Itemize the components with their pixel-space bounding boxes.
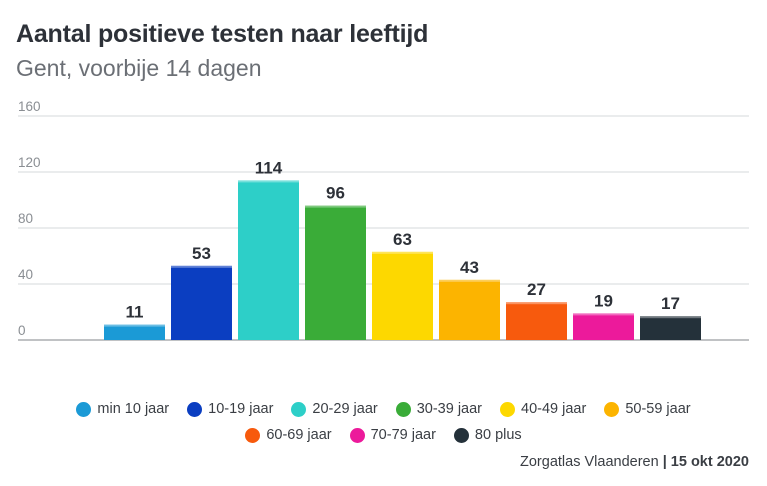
bar <box>640 316 701 340</box>
legend-item: 60-69 jaar <box>245 427 332 443</box>
bar-highlight <box>439 279 500 282</box>
source-separator: | <box>662 454 667 470</box>
bar-value-label: 17 <box>661 294 680 313</box>
legend-swatch <box>76 401 92 417</box>
y-tick-label: 80 <box>18 211 33 226</box>
bar-value-label: 63 <box>393 230 412 249</box>
legend-label: 20-29 jaar <box>312 401 378 417</box>
legend-swatch <box>245 427 261 443</box>
legend-label: 60-69 jaar <box>266 427 332 443</box>
bar <box>573 313 634 340</box>
legend-label: 40-49 jaar <box>521 401 587 417</box>
bar-value-label: 53 <box>192 244 211 263</box>
source-label: Zorgatlas Vlaanderen <box>520 454 659 470</box>
bar-highlight <box>573 313 634 316</box>
chart-legend: min 10 jaar 10-19 jaar 20-29 jaar 30-39 jaa… <box>0 396 767 448</box>
bar-value-label: 43 <box>460 258 479 277</box>
bar <box>171 265 232 340</box>
legend-swatch <box>453 427 469 443</box>
bar <box>104 324 165 340</box>
bar-highlight <box>104 324 165 327</box>
y-tick-label: 0 <box>18 323 26 338</box>
legend-label: 30-39 jaar <box>416 401 483 417</box>
y-tick-label: 160 <box>18 99 41 114</box>
y-tick-label: 120 <box>18 155 41 170</box>
bar-chart: 0 40 80 120 160 11 53 114 96 63 43 27 19 17 <box>18 99 749 341</box>
legend-swatch <box>187 401 203 417</box>
legend-label: 80 plus <box>474 427 522 443</box>
legend-swatch <box>604 401 620 417</box>
legend-item: 20-29 jaar <box>291 401 378 417</box>
bar-highlight <box>372 251 433 254</box>
chart-subtitle: Gent, voorbije 14 dagen <box>16 55 262 81</box>
legend-item: min 10 jaar <box>76 401 169 417</box>
bar <box>305 205 366 340</box>
legend-swatch <box>291 401 307 417</box>
legend-item: 10-19 jaar <box>187 401 273 417</box>
bar <box>439 279 500 340</box>
legend-swatch <box>500 401 516 417</box>
legend-swatch <box>395 401 411 417</box>
bar-highlight <box>171 265 232 268</box>
bar-value-label: 19 <box>594 291 613 310</box>
source-credit: Zorgatlas Vlaanderen | 15 okt 2020 <box>520 454 749 470</box>
chart-title: Aantal positieve testen naar leeftijd <box>16 20 429 48</box>
legend-row: min 10 jaar 10-19 jaar 20-29 jaar 30-39 jaa… <box>0 396 767 422</box>
source-date: 15 okt 2020 <box>670 454 749 470</box>
bar-highlight <box>238 180 299 183</box>
legend-item: 80 plus <box>453 427 522 443</box>
bar <box>372 251 433 340</box>
legend-item: 50-59 jaar <box>604 401 691 417</box>
legend-row: 60-69 jaar 70-79 jaar 80 plus <box>0 422 767 448</box>
bar-highlight <box>305 205 366 208</box>
bar-highlight <box>506 302 567 305</box>
legend-item: 30-39 jaar <box>395 401 483 417</box>
legend-item: 40-49 jaar <box>500 401 586 417</box>
bar-value-label: 27 <box>527 280 546 299</box>
legend-label: 50-59 jaar <box>625 401 691 417</box>
legend-swatch <box>349 427 365 443</box>
legend-label: min 10 jaar <box>97 401 170 417</box>
bar-value-label: 114 <box>255 158 283 177</box>
bar <box>238 180 299 340</box>
bar-highlight <box>640 316 701 319</box>
legend-label: 10-19 jaar <box>208 401 274 417</box>
bar-value-label: 11 <box>126 303 144 322</box>
legend-label: 70-79 jaar <box>370 427 436 443</box>
bar <box>506 302 567 340</box>
y-tick-label: 40 <box>18 267 33 282</box>
legend-item: 70-79 jaar <box>349 427 436 443</box>
bar-value-label: 96 <box>326 184 345 203</box>
